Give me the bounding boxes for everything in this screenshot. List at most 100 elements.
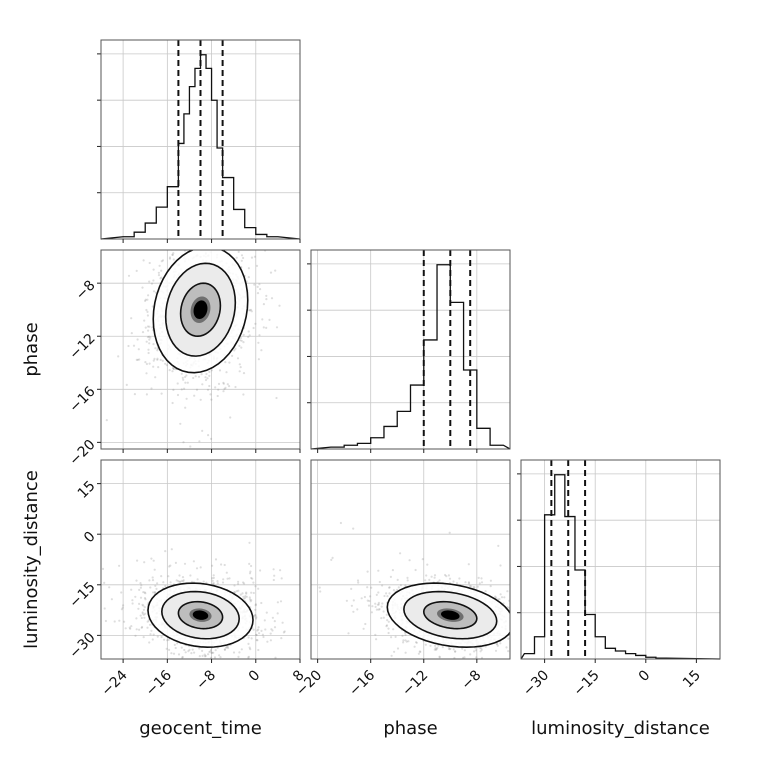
sample-point bbox=[352, 527, 355, 530]
sample-point bbox=[514, 636, 516, 638]
sample-point bbox=[165, 364, 168, 367]
sample-point bbox=[228, 577, 231, 580]
sample-point bbox=[151, 579, 155, 582]
sample-point bbox=[139, 582, 142, 585]
x-tick-label: −16 bbox=[346, 667, 378, 699]
sample-point bbox=[212, 576, 215, 580]
sample-point bbox=[159, 277, 162, 280]
sample-point bbox=[153, 568, 156, 571]
sample-point bbox=[515, 657, 517, 659]
sample-point bbox=[130, 588, 133, 591]
sample-point bbox=[222, 578, 225, 581]
sample-point bbox=[239, 593, 242, 596]
sample-point bbox=[250, 637, 253, 640]
x-tick-label: −24 bbox=[99, 667, 131, 699]
sample-point bbox=[173, 643, 176, 647]
sample-point bbox=[210, 648, 213, 652]
sample-point bbox=[201, 383, 204, 386]
sample-point bbox=[366, 599, 369, 602]
sample-point bbox=[234, 219, 236, 221]
y-tick-label: −8 bbox=[73, 278, 99, 304]
sample-point bbox=[254, 608, 257, 611]
sample-point bbox=[478, 665, 480, 667]
sample-point bbox=[181, 656, 184, 659]
sample-point bbox=[219, 246, 221, 248]
sample-point bbox=[433, 576, 436, 579]
sample-point bbox=[146, 314, 149, 317]
sample-point bbox=[527, 623, 529, 625]
sample-point bbox=[138, 358, 141, 361]
sample-point bbox=[271, 616, 274, 619]
sample-point bbox=[189, 445, 192, 448]
sample-point bbox=[105, 419, 108, 422]
sample-point bbox=[120, 591, 123, 594]
sample-point bbox=[173, 232, 175, 234]
sample-point bbox=[477, 576, 480, 580]
sample-point bbox=[372, 662, 374, 664]
sample-point bbox=[268, 318, 271, 321]
sample-point bbox=[270, 297, 274, 300]
sample-point bbox=[160, 575, 163, 578]
sample-point bbox=[429, 644, 432, 647]
sample-point bbox=[235, 226, 237, 228]
sample-point bbox=[273, 626, 277, 629]
sample-point bbox=[194, 235, 196, 237]
contour-level-1 bbox=[403, 590, 498, 640]
sample-point bbox=[192, 560, 195, 563]
sample-point bbox=[233, 584, 236, 587]
sample-point bbox=[362, 627, 365, 630]
sample-point bbox=[249, 309, 252, 312]
sample-point bbox=[210, 398, 213, 401]
sample-point bbox=[131, 602, 134, 605]
sample-point bbox=[176, 393, 180, 397]
sample-point bbox=[181, 376, 184, 379]
sample-point bbox=[263, 619, 266, 622]
sample-point bbox=[599, 606, 601, 608]
sample-point bbox=[141, 612, 144, 615]
panel-frame bbox=[310, 459, 511, 660]
sample-point bbox=[223, 648, 227, 651]
sample-point bbox=[242, 595, 245, 598]
sample-point bbox=[103, 607, 106, 610]
sample-point bbox=[467, 582, 471, 585]
sample-point bbox=[129, 627, 132, 630]
sample-point bbox=[139, 586, 142, 589]
sample-point bbox=[404, 633, 407, 637]
sample-point bbox=[255, 616, 258, 619]
sample-point bbox=[118, 619, 121, 622]
sample-point bbox=[130, 625, 133, 628]
sample-point bbox=[518, 634, 520, 636]
sample-point bbox=[454, 650, 457, 653]
sample-point bbox=[377, 569, 380, 572]
sample-point bbox=[479, 646, 482, 650]
sample-point bbox=[388, 586, 391, 589]
sample-point bbox=[207, 434, 210, 437]
sample-point bbox=[185, 374, 188, 377]
sample-point bbox=[441, 646, 444, 649]
sample-point bbox=[255, 633, 258, 637]
sample-point bbox=[152, 359, 155, 362]
sample-point bbox=[249, 598, 252, 601]
sample-point bbox=[204, 376, 207, 379]
sample-point bbox=[366, 586, 369, 589]
sample-point bbox=[360, 597, 363, 600]
sample-point bbox=[189, 247, 191, 249]
sample-point bbox=[499, 642, 502, 645]
sample-point bbox=[169, 564, 172, 567]
sample-point bbox=[378, 580, 381, 584]
sample-point bbox=[306, 644, 308, 646]
sample-point bbox=[244, 595, 247, 598]
sample-point bbox=[113, 620, 116, 623]
sample-point bbox=[152, 268, 155, 271]
sample-point bbox=[534, 665, 536, 667]
y-tick-label: −15 bbox=[66, 579, 98, 611]
sample-point bbox=[209, 393, 212, 396]
sample-point bbox=[377, 603, 380, 606]
y-tick-label: −12 bbox=[66, 331, 98, 363]
sample-point bbox=[419, 650, 422, 654]
sample-point bbox=[216, 582, 219, 585]
sample-point bbox=[364, 622, 367, 626]
sample-point bbox=[528, 629, 530, 631]
sample-point bbox=[276, 601, 279, 604]
sample-point bbox=[170, 652, 173, 655]
